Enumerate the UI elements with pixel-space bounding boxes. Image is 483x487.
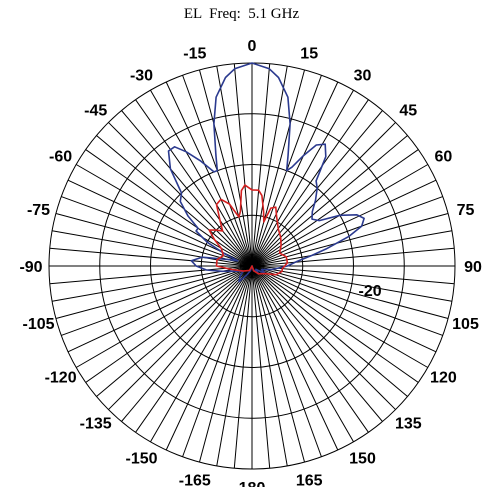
grid-spoke — [61, 196, 253, 267]
angle-tick-label: -90 — [19, 259, 42, 276]
angle-tick-label: 180 — [239, 480, 266, 487]
angle-tick-label: 30 — [354, 68, 372, 85]
grid-spoke — [233, 63, 253, 267]
grid-spoke — [251, 265, 339, 451]
grid-spoke — [233, 265, 253, 469]
grid-spoke — [55, 212, 253, 267]
grid-spoke — [198, 265, 253, 463]
grid-spoke — [251, 89, 354, 267]
grid-spoke — [251, 149, 419, 267]
grid-spoke — [251, 122, 396, 267]
angle-tick-label: 135 — [395, 415, 422, 432]
angle-tick-label: -45 — [84, 103, 107, 120]
grid-spoke — [251, 265, 271, 469]
grid-spoke — [165, 265, 253, 451]
grid-spoke — [182, 265, 253, 457]
grid-spoke — [75, 164, 253, 267]
grid-spoke — [251, 265, 396, 410]
grid-spoke — [251, 69, 306, 267]
angle-tick-label: 60 — [435, 149, 453, 166]
grid-spoke — [67, 265, 253, 353]
angle-tick-label: 90 — [464, 259, 482, 276]
series-line-0 — [167, 62, 365, 283]
grid-spoke — [251, 196, 443, 267]
grid-spoke — [251, 265, 322, 457]
angle-tick-label: 0 — [248, 38, 257, 55]
grid-spoke — [51, 230, 253, 267]
grid-spoke — [251, 65, 288, 267]
angle-tick-label: -15 — [183, 46, 206, 63]
angle-tick-label: 105 — [452, 316, 479, 333]
polar-grid — [48, 62, 456, 470]
grid-spoke — [135, 265, 253, 433]
angle-tick-label: 45 — [399, 103, 417, 120]
grid-spoke — [251, 265, 449, 320]
grid-spoke — [251, 81, 339, 267]
angle-labels: 0 15 30 45 60 75 90 105 120 135 150 165 180 -15 -30 -45… — [19, 38, 482, 487]
grid-spoke — [49, 265, 253, 285]
grid-spoke — [61, 265, 253, 336]
grid-spoke — [85, 265, 253, 383]
grid-spoke — [135, 99, 253, 267]
grid-spoke — [251, 247, 455, 267]
grid-spoke — [251, 265, 443, 336]
grid-spoke — [165, 81, 253, 267]
grid-spoke — [121, 265, 253, 422]
grid-spoke — [251, 265, 437, 353]
angle-tick-label: -60 — [49, 149, 72, 166]
grid-spoke — [251, 99, 369, 267]
grid-spoke — [108, 265, 253, 410]
grid-spoke — [216, 65, 253, 267]
angle-tick-label: 120 — [430, 370, 457, 387]
angle-tick-label: -135 — [80, 415, 112, 432]
grid-spoke — [251, 265, 306, 463]
grid-spoke — [251, 265, 408, 397]
angle-tick-label: -30 — [130, 68, 153, 85]
angle-tick-label: -75 — [27, 202, 50, 219]
grid-spoke — [150, 265, 253, 443]
angle-tick-label: -105 — [22, 316, 54, 333]
angle-tick-label: 150 — [349, 450, 376, 467]
grid-spoke — [251, 179, 437, 267]
grid-spoke — [85, 149, 253, 267]
grid-spoke — [251, 265, 453, 302]
grid-spoke — [251, 63, 271, 267]
grid-spoke — [251, 265, 288, 467]
grid-spoke — [251, 135, 408, 267]
grid-spoke — [150, 89, 253, 267]
grid-spoke — [121, 110, 253, 267]
ring-value-label: -20 — [359, 283, 382, 300]
angle-tick-label: 75 — [457, 202, 475, 219]
chart-title: EL Freq: 5.1 GHz — [183, 6, 300, 22]
series-layer — [167, 62, 365, 283]
grid-spoke — [251, 265, 354, 443]
grid-spoke — [251, 265, 383, 422]
grid-spoke — [251, 265, 419, 383]
grid-spoke — [251, 265, 369, 433]
grid-spoke — [96, 135, 253, 267]
grid-spoke — [108, 122, 253, 267]
angle-tick-label: -150 — [125, 450, 157, 467]
grid-spoke — [96, 265, 253, 397]
grid-spoke — [251, 265, 429, 368]
grid-spoke — [51, 265, 253, 302]
angle-tick-label: -165 — [179, 473, 211, 487]
grid-spoke — [251, 265, 455, 285]
angle-tick-label: 15 — [300, 46, 318, 63]
grid-spoke — [251, 230, 453, 267]
grid-spoke — [251, 212, 449, 267]
angle-tick-label: -120 — [45, 370, 77, 387]
grid-spoke — [198, 69, 253, 267]
grid-spoke — [216, 265, 253, 467]
grid-spoke — [55, 265, 253, 320]
grid-spoke — [49, 247, 253, 267]
grid-spoke — [75, 265, 253, 368]
series-line-1 — [208, 184, 289, 276]
angle-tick-label: 165 — [296, 473, 323, 487]
